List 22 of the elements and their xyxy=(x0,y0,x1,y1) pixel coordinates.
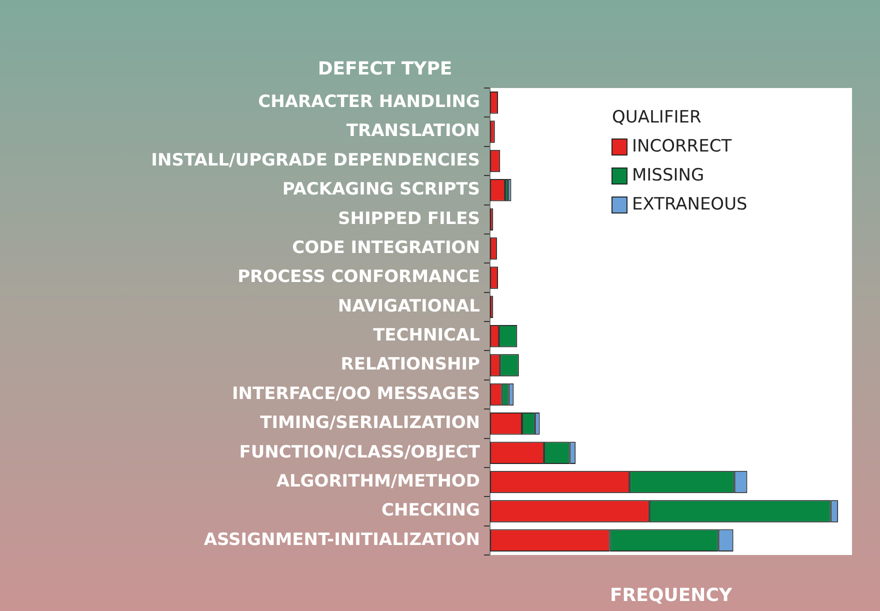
y-tick-label: SHIPPED FILES xyxy=(338,208,480,229)
legend-label: MISSING xyxy=(632,165,704,186)
y-tick-label: TECHNICAL xyxy=(373,326,480,346)
x-axis-title: FREQUENCY xyxy=(610,584,733,606)
y-tick-label: TRANSLATION xyxy=(346,121,480,142)
y-tick-label: CHECKING xyxy=(382,500,480,521)
legend-label: EXTRANEOUS xyxy=(632,194,748,214)
y-tick-label: FUNCTION/CLASS/OBJECT xyxy=(239,442,480,462)
y-tick-label: ALGORITHM/METHOD xyxy=(276,471,480,492)
y-tick-label: PACKAGING SCRIPTS xyxy=(282,180,480,200)
y-axis-title: DEFECT TYPE xyxy=(318,58,452,80)
y-tick-label: PROCESS CONFORMANCE xyxy=(238,267,480,288)
y-tick-label: CODE INTEGRATION xyxy=(292,238,480,258)
y-tick-label: TIMING/SERIALIZATION xyxy=(260,413,480,434)
y-tick-label: CHARACTER HANDLING xyxy=(258,92,480,112)
legend-title: QUALIFIER xyxy=(612,107,702,128)
y-tick-label: ASSIGNMENT-INITIALIZATION xyxy=(204,530,480,550)
y-tick-label: RELATIONSHIP xyxy=(340,354,480,375)
y-tick-label: NAVIGATIONAL xyxy=(338,296,480,316)
legend-label: INCORRECT xyxy=(632,136,732,156)
y-tick-label: INTERFACE/OO MESSAGES xyxy=(232,384,480,404)
y-tick-label: INSTALL/UPGRADE DEPENDENCIES xyxy=(151,150,480,170)
